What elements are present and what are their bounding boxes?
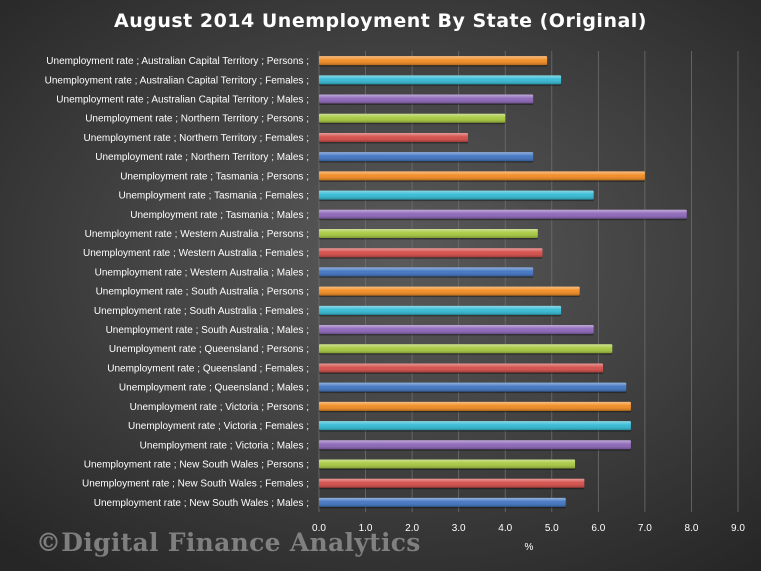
x-tick-label: 1.0 — [359, 523, 373, 534]
category-label: Unemployment rate ; Tasmania ; Females ; — [119, 191, 309, 202]
x-tick-label: 4.0 — [498, 523, 512, 534]
bar — [319, 132, 468, 144]
category-label: Unemployment rate ; Australian Capital T… — [56, 95, 309, 106]
bar — [319, 94, 534, 106]
bar — [319, 478, 585, 490]
category-label: Unemployment rate ; Western Australia ; … — [95, 267, 309, 278]
x-tick-label: 8.0 — [684, 523, 698, 534]
category-label: Unemployment rate ; Tasmania ; Persons ; — [120, 171, 309, 182]
category-label: Unemployment rate ; Victoria ; Females ; — [128, 421, 309, 432]
watermark: ©Digital Finance Analytics — [36, 528, 421, 557]
bar — [319, 56, 548, 67]
bar — [319, 440, 631, 451]
category-label: Unemployment rate ; Northern Territory ;… — [84, 133, 309, 144]
x-tick-label: 2.0 — [405, 523, 419, 534]
category-label: Unemployment rate ; Northern Territory ;… — [85, 114, 309, 125]
bar — [319, 497, 566, 509]
x-axis-label: % — [525, 542, 534, 553]
category-label: Unemployment rate ; Queensland ; Males ; — [119, 383, 309, 394]
x-tick-label: 5.0 — [545, 523, 559, 534]
category-label: Unemployment rate ; South Australia ; Pe… — [96, 287, 309, 298]
bar — [319, 209, 687, 221]
bar — [319, 344, 613, 355]
bar — [319, 152, 534, 163]
bar — [319, 267, 534, 278]
category-label: Unemployment rate ; Victoria ; Males ; — [140, 440, 309, 451]
bar — [319, 228, 538, 240]
bar — [319, 401, 631, 413]
x-tick-label: 3.0 — [452, 523, 466, 534]
category-label: Unemployment rate ; South Australia ; Ma… — [106, 325, 309, 336]
category-label: Unemployment rate ; Queensland ; Females… — [107, 363, 309, 374]
bar — [319, 75, 562, 86]
x-tick-label: 6.0 — [591, 523, 605, 534]
category-label: Unemployment rate ; Western Australia ; … — [85, 229, 309, 240]
category-labels: Unemployment rate ; Australian Capital T… — [45, 56, 309, 509]
bar — [319, 459, 576, 470]
bar — [319, 305, 562, 317]
bar — [319, 382, 627, 394]
bar — [319, 363, 603, 374]
chart-title: August 2014 Unemployment By State (Origi… — [114, 10, 647, 32]
bar — [319, 325, 594, 336]
bar — [319, 113, 506, 125]
category-label: Unemployment rate ; Queensland ; Persons… — [109, 344, 309, 355]
category-label: Unemployment rate ; Australian Capital T… — [45, 75, 309, 86]
category-label: Unemployment rate ; Western Australia ; … — [83, 248, 309, 259]
x-tick-label: 0.0 — [312, 523, 326, 534]
bars — [319, 56, 687, 509]
category-label: Unemployment rate ; Northern Territory ;… — [95, 152, 309, 163]
bar — [319, 421, 631, 432]
bar — [319, 171, 645, 182]
bar — [319, 190, 594, 202]
category-label: Unemployment rate ; Victoria ; Persons ; — [130, 402, 309, 413]
gridlines — [318, 51, 739, 512]
x-axis-ticks: 0.0 1.0 2.0 3.0 4.0 5.0 6.0 7.0 8.0 9.0 — [312, 523, 745, 534]
category-label: Unemployment rate ; New South Wales ; Ma… — [94, 498, 309, 509]
category-label: Unemployment rate ; New South Wales ; Fe… — [82, 479, 309, 490]
category-label: Unemployment rate ; South Australia ; Fe… — [94, 306, 309, 317]
bar — [319, 248, 543, 259]
category-label: Unemployment rate ; New South Wales ; Pe… — [84, 459, 309, 470]
x-tick-label: 7.0 — [638, 523, 652, 534]
category-label: Unemployment rate ; Tasmania ; Males ; — [130, 210, 309, 221]
x-tick-label: 9.0 — [731, 523, 745, 534]
bar — [319, 286, 580, 298]
category-label: Unemployment rate ; Australian Capital T… — [46, 56, 309, 67]
